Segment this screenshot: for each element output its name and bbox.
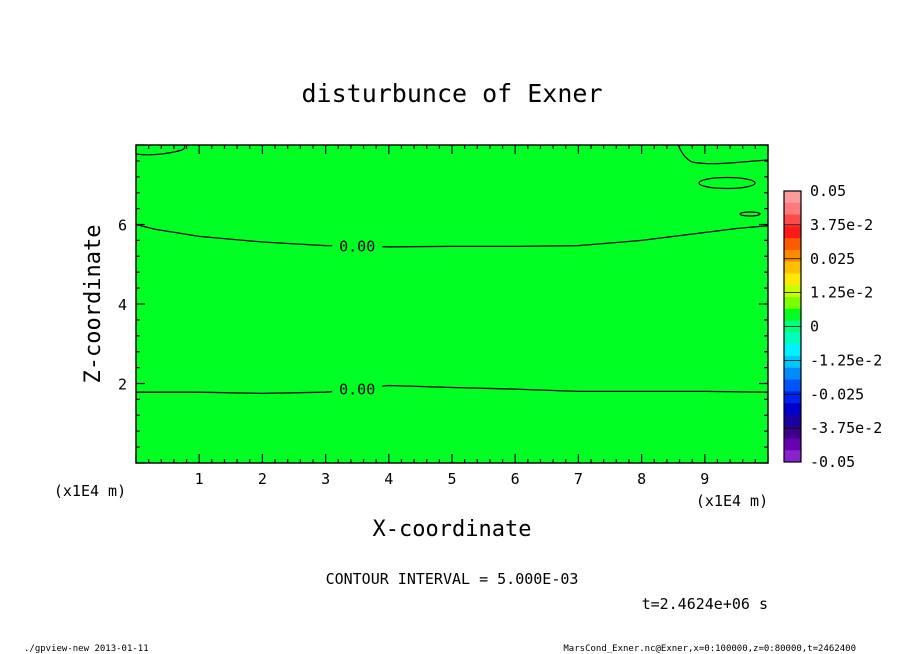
y-tick-labels: 2 4 6 bbox=[118, 217, 127, 394]
colorbar-swatch bbox=[784, 297, 801, 310]
colorbar-swatch bbox=[784, 426, 801, 439]
x-tick-label: 9 bbox=[700, 470, 709, 488]
colorbar-label: 3.75e-2 bbox=[810, 216, 873, 234]
colorbar-label: -0.05 bbox=[810, 453, 855, 471]
x-tick-label: 5 bbox=[447, 470, 456, 488]
colorbar-label: 0.05 bbox=[810, 182, 846, 200]
colorbar-swatch bbox=[784, 191, 801, 204]
axis-ticks bbox=[135, 144, 769, 464]
colorbar-swatch bbox=[784, 202, 801, 216]
colorbar-swatch bbox=[784, 391, 801, 404]
colorbar-label: -3.75e-2 bbox=[810, 419, 882, 437]
colorbar-labels: 0.05 3.75e-2 0.025 1.25e-2 0 -1.25e-2 -0.025 -3… bbox=[810, 182, 882, 471]
colorbar-swatch bbox=[784, 344, 801, 357]
colorbar-swatch bbox=[784, 367, 801, 381]
footer-right: MarsCond_Exner.nc@Exner,x=0:100000,z=0:8… bbox=[563, 644, 856, 654]
contour-line-1 bbox=[136, 384, 769, 395]
x-tick-label: 1 bbox=[195, 470, 204, 488]
colorbar-swatch bbox=[784, 450, 801, 463]
y-tick-label: 6 bbox=[118, 217, 127, 235]
x-axis-label: X-coordinate bbox=[373, 517, 532, 542]
right-closed-contour bbox=[698, 176, 756, 190]
x-tick-label: 6 bbox=[511, 470, 520, 488]
y-axis-label: Z-coordinate bbox=[81, 225, 106, 384]
colorbar-label: 0 bbox=[810, 318, 819, 336]
colorbar-swatch bbox=[784, 238, 801, 251]
colorbar-swatch bbox=[784, 414, 801, 428]
colorbar-label: -1.25e-2 bbox=[810, 351, 882, 369]
x-tick-label: 7 bbox=[574, 470, 583, 488]
y-unit-label: (x1E4 m) bbox=[54, 482, 126, 500]
top-left-contour bbox=[135, 144, 186, 156]
plot-area-field bbox=[136, 145, 768, 463]
colorbar-swatch bbox=[784, 308, 801, 322]
x-tick-label: 2 bbox=[258, 470, 267, 488]
x-unit-label: (x1E4 m) bbox=[696, 492, 768, 510]
colorbar-swatch bbox=[784, 226, 801, 239]
colorbar-swatch bbox=[784, 273, 801, 286]
colorbar-swatch bbox=[784, 355, 801, 369]
y-tick-label: 4 bbox=[118, 296, 127, 314]
colorbar-swatch bbox=[784, 261, 801, 274]
colorbar-swatch bbox=[784, 379, 801, 392]
contour-label-0: 0.00 bbox=[339, 237, 375, 255]
colorbar-label: 1.25e-2 bbox=[810, 284, 873, 302]
contour-line-0 bbox=[135, 223, 769, 248]
colorbar-label: 0.025 bbox=[810, 250, 855, 268]
x-tick-label: 3 bbox=[321, 470, 330, 488]
y-tick-label: 2 bbox=[118, 376, 127, 394]
footer-left: ./gpview-new 2013-01-11 bbox=[24, 644, 149, 654]
colorbar bbox=[783, 190, 802, 463]
contour-lines: 0.00 0.00 bbox=[135, 223, 769, 398]
upper-boundary-contours bbox=[135, 144, 769, 217]
top-right-contour bbox=[677, 144, 769, 165]
chart-title: disturbunce of Exner bbox=[301, 79, 602, 108]
colorbar-swatch bbox=[784, 285, 801, 298]
x-tick-label: 4 bbox=[384, 470, 393, 488]
colorbar-swatch bbox=[784, 249, 801, 263]
colorbar-swatch bbox=[784, 438, 801, 451]
contour-label-bg-0 bbox=[332, 237, 383, 254]
right-small-closed-contour bbox=[739, 211, 761, 217]
colorbar-swatch bbox=[784, 403, 801, 416]
colorbar-swatch bbox=[784, 214, 801, 227]
x-tick-label: 8 bbox=[637, 470, 646, 488]
contour-label-bg-1 bbox=[332, 380, 383, 397]
contour-label-1: 0.00 bbox=[339, 380, 375, 398]
time-label: t=2.4624e+06 s bbox=[642, 595, 768, 613]
x-tick-labels: 1 2 3 4 5 6 7 8 9 bbox=[195, 470, 710, 488]
contour-interval-text: CONTOUR INTERVAL = 5.000E-03 bbox=[326, 570, 579, 588]
colorbar-label: -0.025 bbox=[810, 385, 864, 403]
colorbar-swatch bbox=[784, 332, 801, 345]
